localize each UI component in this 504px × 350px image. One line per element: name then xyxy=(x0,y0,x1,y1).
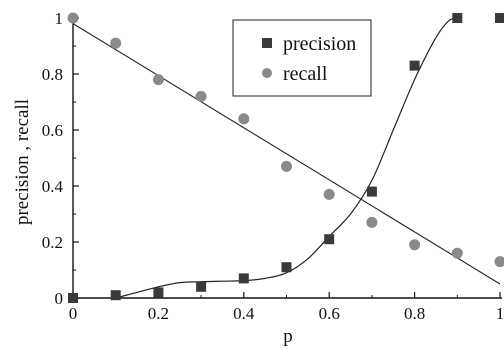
recall-point xyxy=(152,74,164,86)
tick-labels: 0 0.2 0.4 0.6 0.8 1 0 0.2 0.4 0.6 0.8 1 xyxy=(42,9,504,323)
precision-point xyxy=(110,290,121,301)
precision-point xyxy=(452,13,463,23)
y-tick-label: 0.8 xyxy=(42,65,63,84)
fit-lines xyxy=(72,17,501,299)
x-tick-label: 0.4 xyxy=(233,304,255,323)
recall-point xyxy=(110,37,122,49)
recall-point xyxy=(195,90,207,102)
precision-point xyxy=(196,281,207,292)
precision-point xyxy=(238,273,249,284)
legend: precision recall xyxy=(232,19,372,97)
legend-label-recall: recall xyxy=(283,63,328,85)
legend-box xyxy=(232,19,372,97)
recall-point xyxy=(281,160,292,172)
recall-point xyxy=(409,239,421,251)
x-axis-title: p xyxy=(283,326,293,347)
precision-point xyxy=(281,262,292,273)
data-markers xyxy=(67,12,504,303)
precision-point xyxy=(495,13,504,23)
precision-fit-curve xyxy=(115,17,458,299)
recall-point xyxy=(366,216,378,228)
recall-point xyxy=(451,247,463,259)
precision-point xyxy=(324,234,335,245)
recall-point xyxy=(238,113,250,125)
recall-point xyxy=(323,188,335,200)
x-tick-label: 0.8 xyxy=(404,304,425,323)
y-tick-label: 1 xyxy=(55,9,64,28)
legend-label-precision: precision xyxy=(283,33,356,55)
y-tick-label: 0.4 xyxy=(42,177,64,196)
precision-point xyxy=(153,287,164,298)
y-tick-label: 0.6 xyxy=(42,121,63,140)
recall-point xyxy=(67,12,79,24)
legend-marker-recall xyxy=(262,68,272,78)
legend-marker-precision xyxy=(262,38,272,48)
recall-point xyxy=(494,256,504,268)
precision-point xyxy=(68,293,78,303)
precision-point xyxy=(409,60,420,71)
y-tick-label: 0.2 xyxy=(42,233,63,252)
y-tick-label: 0 xyxy=(55,289,64,308)
precision-point xyxy=(366,186,377,197)
recall-fit-line xyxy=(72,23,501,285)
x-tick-label: 0.6 xyxy=(319,304,340,323)
y-axis-title: precision , recall xyxy=(12,99,33,225)
x-tick-label: 0.2 xyxy=(148,304,169,323)
x-tick-label: 0 xyxy=(69,304,78,323)
x-tick-label: 1 xyxy=(496,304,504,323)
